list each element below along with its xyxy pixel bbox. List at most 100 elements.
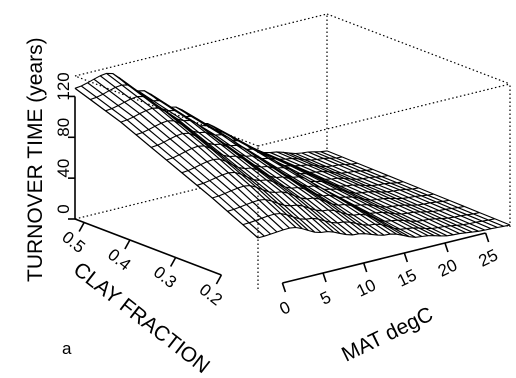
mesh-line xyxy=(409,220,426,230)
mesh-line xyxy=(329,157,346,166)
mesh-line xyxy=(342,156,358,164)
mesh-line xyxy=(343,177,360,186)
surface-facet xyxy=(230,145,252,157)
surface-facet xyxy=(234,172,257,188)
mesh-line xyxy=(337,204,354,216)
surface-facet xyxy=(277,203,300,219)
y-tick-mark xyxy=(169,257,177,267)
mesh-line xyxy=(266,165,283,178)
surface-facet xyxy=(353,170,376,178)
mesh-line xyxy=(406,228,423,237)
mesh-line xyxy=(369,212,386,222)
mesh-line xyxy=(365,214,382,226)
surface-facet xyxy=(267,214,290,230)
mesh-line xyxy=(412,227,429,237)
mesh-line xyxy=(277,202,294,218)
surface-facet xyxy=(308,151,330,159)
mesh-line xyxy=(331,178,347,187)
surface-facet xyxy=(109,87,131,103)
mesh-line xyxy=(276,151,293,159)
surface-facet xyxy=(185,148,207,165)
mesh-line xyxy=(167,120,184,134)
surface-facet xyxy=(344,164,367,171)
surface-facet xyxy=(264,152,286,160)
surface-facet xyxy=(142,129,164,146)
surface-facet xyxy=(215,175,238,191)
surface-facet xyxy=(293,216,315,233)
mesh-line xyxy=(392,205,408,214)
mesh-line xyxy=(257,169,273,182)
surface-facet xyxy=(198,145,220,160)
mesh-line xyxy=(228,172,245,187)
surface-facet xyxy=(473,212,495,221)
mesh-line xyxy=(349,178,366,186)
surface-facet xyxy=(281,191,304,207)
mesh-line xyxy=(391,220,407,230)
surface-facet xyxy=(105,108,128,123)
x-tick-mark xyxy=(444,242,449,253)
mesh-line xyxy=(322,195,339,206)
surface-facet xyxy=(268,191,291,206)
surface-facet xyxy=(397,181,419,189)
mesh-line xyxy=(317,218,334,233)
bounding-box-edge xyxy=(74,75,259,147)
surface-facet xyxy=(177,119,199,133)
mesh-line xyxy=(413,211,430,220)
surface-facet xyxy=(294,165,316,173)
mesh-line xyxy=(432,211,449,219)
mesh-line xyxy=(239,206,256,222)
mesh-line xyxy=(145,110,162,124)
mesh-line xyxy=(290,205,307,220)
surface-facet xyxy=(214,144,236,157)
surface-facet xyxy=(475,221,498,229)
mesh-line xyxy=(102,93,119,106)
mesh-line xyxy=(284,165,301,174)
surface-facet xyxy=(296,205,319,220)
surface-facet xyxy=(261,216,284,232)
mesh-line xyxy=(384,183,400,191)
mesh-line xyxy=(387,175,404,183)
mesh-line xyxy=(368,177,385,185)
mesh-line xyxy=(282,176,299,188)
x-tick-mark xyxy=(484,232,490,243)
surface-facet xyxy=(337,221,359,235)
surface-facet xyxy=(317,158,339,166)
mesh-line xyxy=(307,151,324,159)
surface-facet xyxy=(369,177,391,184)
y-tick-mark xyxy=(78,222,85,232)
surface-facet xyxy=(285,158,308,166)
surface-facet xyxy=(229,156,252,169)
mesh-line xyxy=(292,176,309,188)
surface-facet xyxy=(362,177,385,185)
surface-facet xyxy=(469,222,492,231)
mesh-line xyxy=(442,200,459,209)
surface-facet xyxy=(259,199,281,215)
surface-facet xyxy=(441,218,464,226)
surface-facet xyxy=(395,213,417,222)
surface-facet xyxy=(269,176,292,189)
surface-facet xyxy=(393,189,415,198)
surface-facet xyxy=(297,187,320,200)
surface-facet xyxy=(81,82,103,98)
surface-facet xyxy=(320,150,343,158)
surface-facet xyxy=(309,208,331,223)
mesh-line xyxy=(108,90,125,103)
mesh-line xyxy=(342,189,359,199)
mesh-line xyxy=(276,167,293,178)
surface-facet xyxy=(323,195,345,206)
surface-facet xyxy=(338,204,360,216)
mesh-line xyxy=(316,158,333,167)
mesh-line xyxy=(388,212,405,221)
surface-facet xyxy=(385,220,407,230)
x-tick-mark xyxy=(362,262,368,273)
mesh-line xyxy=(362,178,379,186)
mesh-line xyxy=(408,197,425,205)
bounding-box-front xyxy=(74,75,511,289)
z-tick-label: 120 xyxy=(54,72,73,100)
surface-facet xyxy=(111,105,134,120)
mesh-line xyxy=(212,185,465,215)
surface-facet xyxy=(274,213,296,229)
mesh-line xyxy=(362,224,379,236)
mesh-line xyxy=(372,168,389,177)
mesh-line xyxy=(230,145,247,157)
